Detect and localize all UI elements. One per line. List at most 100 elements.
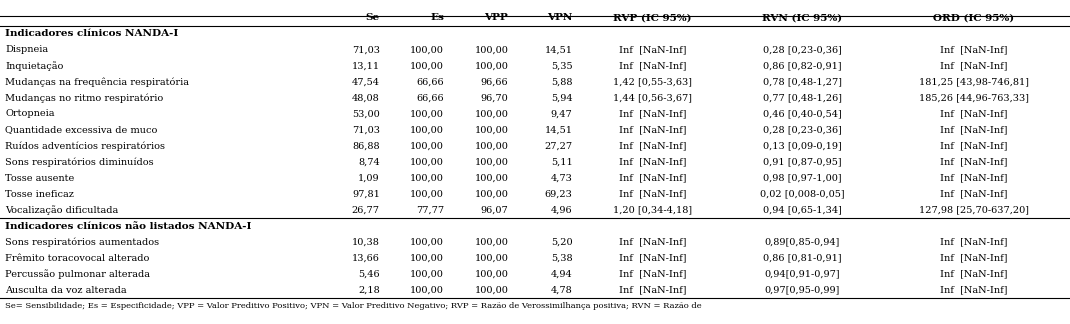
Text: 100,00: 100,00	[474, 237, 508, 247]
Text: 181,25 [43,98-746,81]: 181,25 [43,98-746,81]	[919, 77, 1028, 87]
Text: Inf  [NaN-Inf]: Inf [NaN-Inf]	[618, 45, 687, 54]
Text: 53,00: 53,00	[352, 110, 380, 118]
Text: 9,47: 9,47	[551, 110, 572, 118]
Text: Tosse ausente: Tosse ausente	[5, 174, 75, 182]
Text: 100,00: 100,00	[474, 110, 508, 118]
Text: Inf  [NaN-Inf]: Inf [NaN-Inf]	[939, 254, 1008, 263]
Text: 0,28 [0,23-0,36]: 0,28 [0,23-0,36]	[763, 125, 842, 134]
Text: 1,20 [0,34-4,18]: 1,20 [0,34-4,18]	[613, 206, 692, 214]
Text: 27,27: 27,27	[545, 142, 572, 150]
Text: 100,00: 100,00	[474, 270, 508, 279]
Text: 2,18: 2,18	[358, 286, 380, 295]
Text: Inquietação: Inquietação	[5, 61, 64, 71]
Text: Inf  [NaN-Inf]: Inf [NaN-Inf]	[618, 174, 687, 182]
Text: 8,74: 8,74	[358, 157, 380, 167]
Text: 0,94[0,91-0,97]: 0,94[0,91-0,97]	[765, 270, 840, 279]
Text: 100,00: 100,00	[410, 237, 444, 247]
Text: 10,38: 10,38	[352, 237, 380, 247]
Text: Es: Es	[430, 13, 444, 22]
Text: 0,28 [0,23-0,36]: 0,28 [0,23-0,36]	[763, 45, 842, 54]
Text: 0,89[0,85-0,94]: 0,89[0,85-0,94]	[765, 237, 840, 247]
Text: 66,66: 66,66	[416, 93, 444, 102]
Text: Inf  [NaN-Inf]: Inf [NaN-Inf]	[939, 61, 1008, 70]
Text: Percussão pulmonar alterada: Percussão pulmonar alterada	[5, 269, 151, 279]
Text: 97,81: 97,81	[352, 190, 380, 199]
Text: Inf  [NaN-Inf]: Inf [NaN-Inf]	[618, 125, 687, 134]
Text: Se= Sensibilidade; Es = Especificidade; VPP = Valor Preditivo Positivo; VPN = Va: Se= Sensibilidade; Es = Especificidade; …	[5, 302, 702, 310]
Text: Inf  [NaN-Inf]: Inf [NaN-Inf]	[939, 270, 1008, 279]
Text: 0,98 [0,97-1,00]: 0,98 [0,97-1,00]	[763, 174, 842, 182]
Text: 185,26 [44,96-763,33]: 185,26 [44,96-763,33]	[919, 93, 1028, 102]
Text: Inf  [NaN-Inf]: Inf [NaN-Inf]	[618, 237, 687, 247]
Text: 100,00: 100,00	[410, 110, 444, 118]
Text: 5,46: 5,46	[358, 270, 380, 279]
Text: 69,23: 69,23	[545, 190, 572, 199]
Text: Se: Se	[366, 13, 380, 22]
Text: 5,35: 5,35	[551, 61, 572, 70]
Text: Inf  [NaN-Inf]: Inf [NaN-Inf]	[939, 45, 1008, 54]
Text: 77,77: 77,77	[416, 206, 444, 214]
Text: Mudanças no ritmo respiratório: Mudanças no ritmo respiratório	[5, 93, 164, 103]
Text: 100,00: 100,00	[474, 125, 508, 134]
Text: 0,97[0,95-0,99]: 0,97[0,95-0,99]	[765, 286, 840, 295]
Text: 1,09: 1,09	[358, 174, 380, 182]
Text: 4,96: 4,96	[551, 206, 572, 214]
Text: 100,00: 100,00	[474, 254, 508, 263]
Text: Inf  [NaN-Inf]: Inf [NaN-Inf]	[618, 142, 687, 150]
Text: 0,02 [0,008-0,05]: 0,02 [0,008-0,05]	[760, 190, 845, 199]
Text: 100,00: 100,00	[474, 45, 508, 54]
Text: 100,00: 100,00	[410, 286, 444, 295]
Text: 100,00: 100,00	[474, 286, 508, 295]
Text: 100,00: 100,00	[410, 174, 444, 182]
Text: 100,00: 100,00	[474, 190, 508, 199]
Text: 100,00: 100,00	[410, 157, 444, 167]
Text: 0,13 [0,09-0,19]: 0,13 [0,09-0,19]	[763, 142, 842, 150]
Text: VPP: VPP	[485, 13, 508, 22]
Text: 48,08: 48,08	[352, 93, 380, 102]
Text: Inf  [NaN-Inf]: Inf [NaN-Inf]	[618, 286, 687, 295]
Text: Indicadores clínicos não listados NANDA-I: Indicadores clínicos não listados NANDA-…	[5, 222, 251, 231]
Text: Sons respiratórios aumentados: Sons respiratórios aumentados	[5, 237, 159, 247]
Text: Indicadores clínicos NANDA-I: Indicadores clínicos NANDA-I	[5, 29, 179, 38]
Text: 100,00: 100,00	[474, 61, 508, 70]
Text: Inf  [NaN-Inf]: Inf [NaN-Inf]	[939, 110, 1008, 118]
Text: 47,54: 47,54	[352, 77, 380, 87]
Text: Dispneia: Dispneia	[5, 45, 48, 54]
Text: 13,11: 13,11	[352, 61, 380, 70]
Text: Mudanças na frequência respiratória: Mudanças na frequência respiratória	[5, 77, 189, 87]
Text: Inf  [NaN-Inf]: Inf [NaN-Inf]	[939, 157, 1008, 167]
Text: Ruídos adventícios respiratórios: Ruídos adventícios respiratórios	[5, 141, 166, 151]
Text: 71,03: 71,03	[352, 125, 380, 134]
Text: Inf  [NaN-Inf]: Inf [NaN-Inf]	[939, 142, 1008, 150]
Text: 86,88: 86,88	[352, 142, 380, 150]
Text: 4,78: 4,78	[551, 286, 572, 295]
Text: 5,20: 5,20	[551, 237, 572, 247]
Text: Inf  [NaN-Inf]: Inf [NaN-Inf]	[618, 61, 687, 70]
Text: Inf  [NaN-Inf]: Inf [NaN-Inf]	[939, 190, 1008, 199]
Text: 100,00: 100,00	[410, 142, 444, 150]
Text: 100,00: 100,00	[410, 190, 444, 199]
Text: 100,00: 100,00	[474, 142, 508, 150]
Text: 0,77 [0,48-1,26]: 0,77 [0,48-1,26]	[763, 93, 842, 102]
Text: Vocalização dificultada: Vocalização dificultada	[5, 205, 119, 215]
Text: 5,88: 5,88	[551, 77, 572, 87]
Text: VPN: VPN	[547, 13, 572, 22]
Text: 14,51: 14,51	[545, 45, 572, 54]
Text: 71,03: 71,03	[352, 45, 380, 54]
Text: 4,73: 4,73	[551, 174, 572, 182]
Text: Ausculta da voz alterada: Ausculta da voz alterada	[5, 286, 127, 295]
Text: 100,00: 100,00	[474, 157, 508, 167]
Text: 5,94: 5,94	[551, 93, 572, 102]
Text: 66,66: 66,66	[416, 77, 444, 87]
Text: 1,42 [0,55-3,63]: 1,42 [0,55-3,63]	[613, 77, 692, 87]
Text: Inf  [NaN-Inf]: Inf [NaN-Inf]	[618, 110, 687, 118]
Text: Sons respiratórios diminuídos: Sons respiratórios diminuídos	[5, 157, 154, 167]
Text: Inf  [NaN-Inf]: Inf [NaN-Inf]	[939, 237, 1008, 247]
Text: 0,86 [0,81-0,91]: 0,86 [0,81-0,91]	[763, 254, 842, 263]
Text: 96,66: 96,66	[480, 77, 508, 87]
Text: Inf  [NaN-Inf]: Inf [NaN-Inf]	[939, 125, 1008, 134]
Text: 100,00: 100,00	[410, 254, 444, 263]
Text: RVP (IC 95%): RVP (IC 95%)	[613, 13, 692, 22]
Text: Inf  [NaN-Inf]: Inf [NaN-Inf]	[618, 190, 687, 199]
Text: 0,46 [0,40-0,54]: 0,46 [0,40-0,54]	[763, 110, 842, 118]
